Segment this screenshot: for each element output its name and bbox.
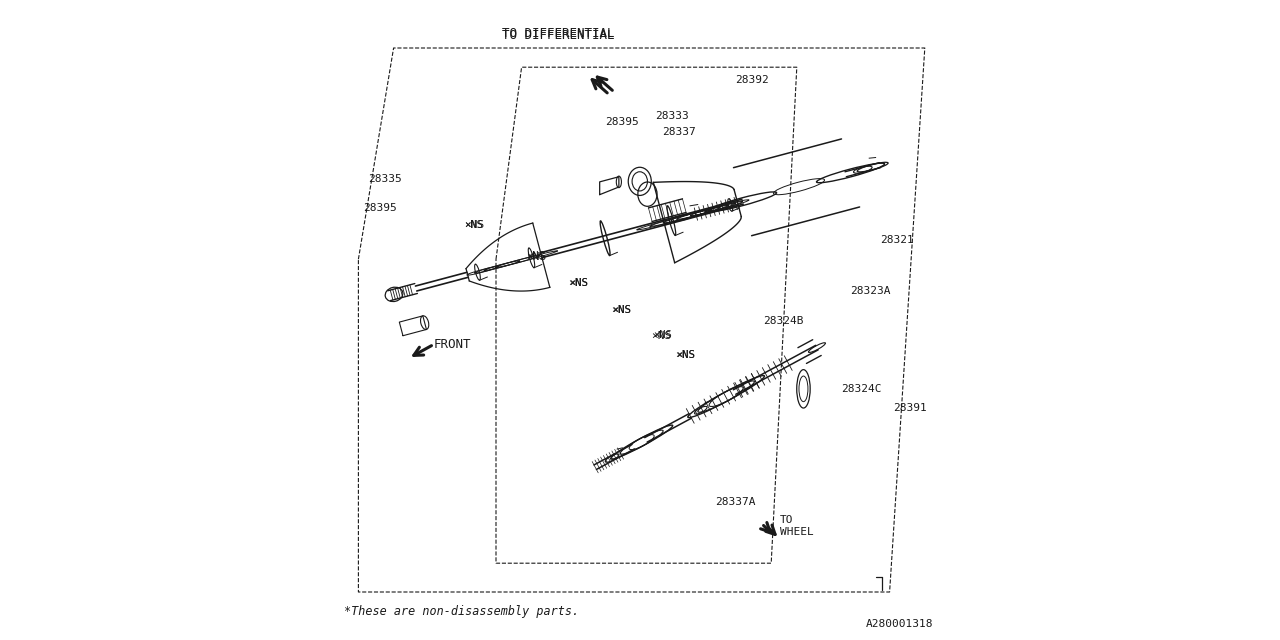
Text: FRONT: FRONT [434, 338, 471, 351]
Text: ×NS: ×NS [526, 252, 547, 262]
Text: ×NS: ×NS [612, 305, 631, 315]
Text: 28335: 28335 [369, 174, 402, 184]
Text: 28337A: 28337A [716, 497, 756, 508]
Text: 28321: 28321 [881, 235, 914, 245]
Text: 28323A: 28323A [850, 286, 891, 296]
Text: ×NS: ×NS [652, 331, 672, 341]
Text: TO DIFFERENTIAL: TO DIFFERENTIAL [502, 29, 614, 42]
Text: 28395: 28395 [604, 116, 639, 127]
Text: ×NS: ×NS [568, 278, 589, 288]
Text: A280001318: A280001318 [865, 619, 933, 629]
Text: ×NS: ×NS [676, 350, 695, 360]
Text: 28392: 28392 [735, 75, 768, 85]
Text: 28324B: 28324B [763, 316, 804, 326]
Text: TO
WHEEL: TO WHEEL [780, 515, 813, 537]
Text: ×NS: ×NS [612, 305, 631, 316]
Text: 28391: 28391 [893, 403, 927, 413]
Text: ×NS: ×NS [465, 220, 484, 230]
Text: 28324C: 28324C [842, 384, 882, 394]
Text: *These are non-disassembly parts.: *These are non-disassembly parts. [344, 605, 580, 618]
Text: ×NS: ×NS [570, 278, 589, 288]
Text: ×NS: ×NS [676, 349, 695, 360]
Text: TO DIFFERENTIAL: TO DIFFERENTIAL [502, 27, 614, 40]
Text: 28395: 28395 [364, 203, 397, 213]
Text: ×NS: ×NS [465, 220, 484, 230]
Text: ×NS: ×NS [526, 251, 545, 261]
Text: 28337: 28337 [663, 127, 696, 138]
Text: 28333: 28333 [655, 111, 689, 122]
Text: ×NS: ×NS [653, 330, 672, 340]
